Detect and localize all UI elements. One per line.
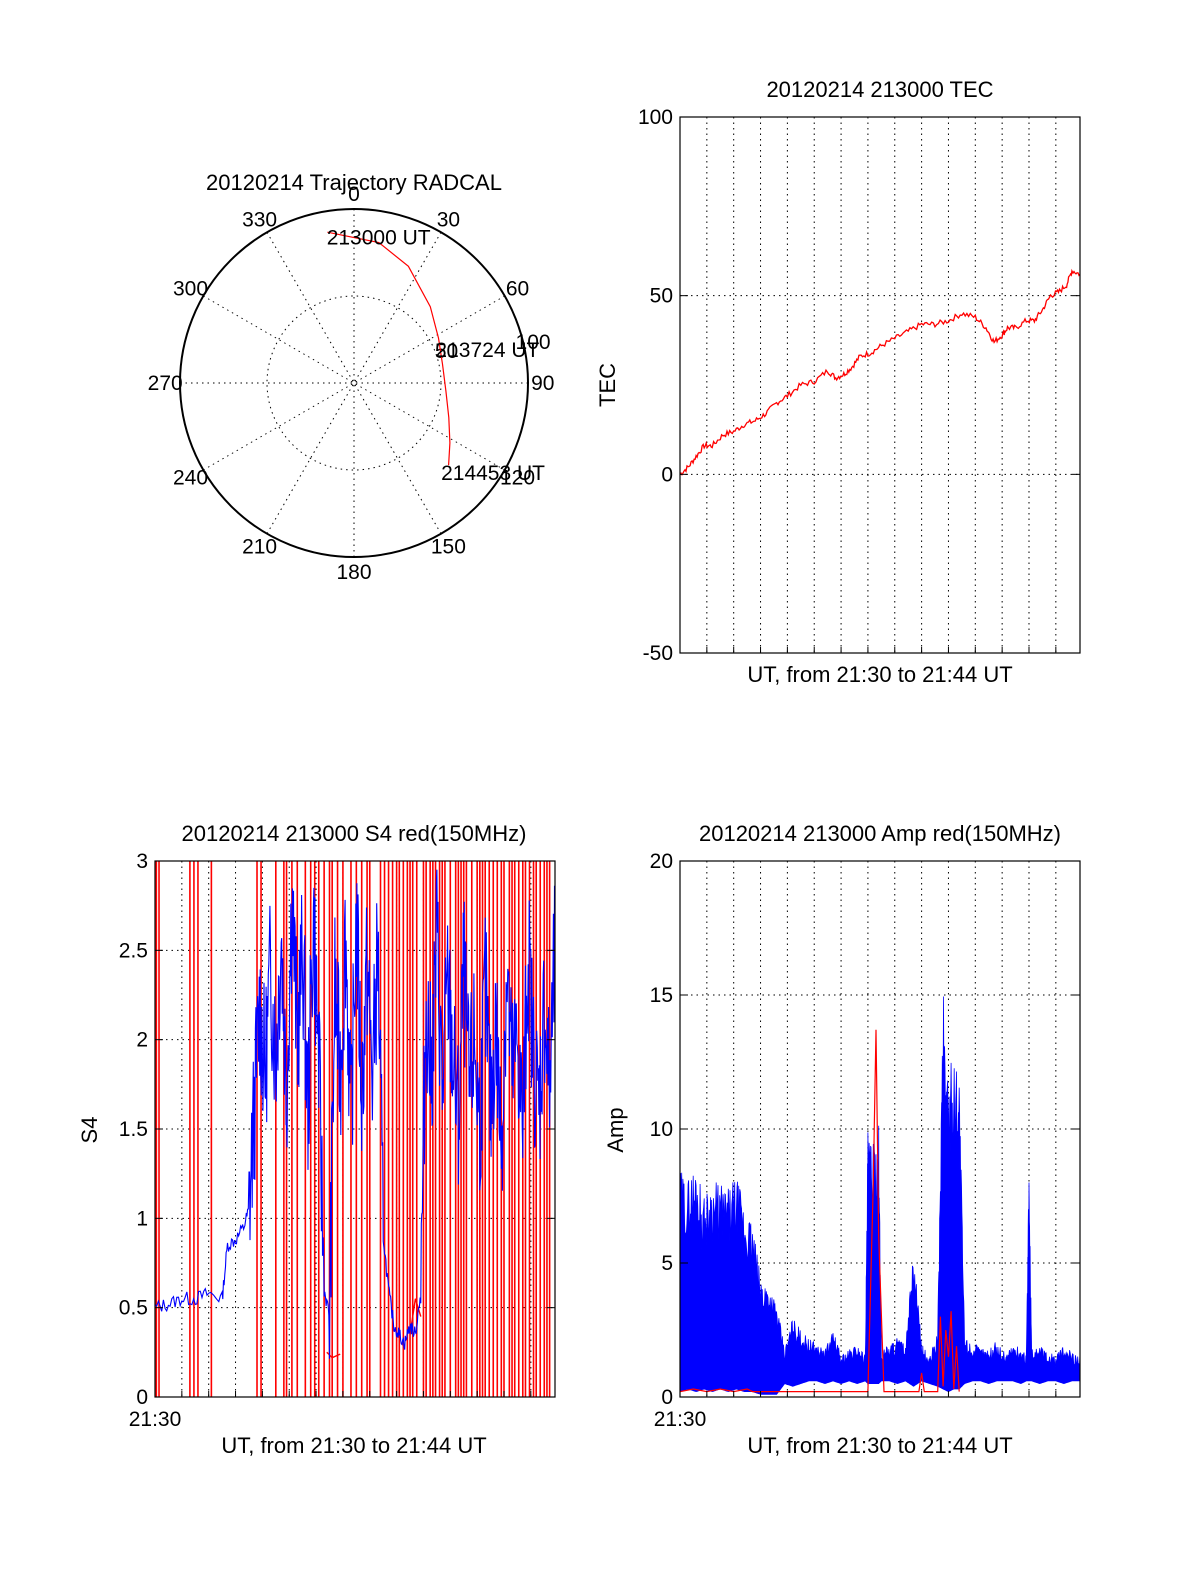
y-tick-label: 0	[661, 1386, 673, 1409]
amp-x-tick-start: 21:30	[654, 1408, 707, 1431]
y-tick-label: 1.5	[119, 1118, 148, 1141]
tec-grid	[680, 117, 1080, 653]
y-tick-label: 3	[136, 850, 148, 873]
y-tick-label: 0	[136, 1386, 148, 1409]
polar-angle-label: 300	[173, 278, 208, 301]
polar-angle-label: 90	[531, 372, 554, 395]
amp-y-label: Amp	[603, 1107, 628, 1152]
trajectory-title: 20120214 Trajectory RADCAL	[206, 170, 502, 195]
polar-angle-label: 180	[336, 561, 371, 584]
polar-angle-labels: 0 30 60 90 120 150 180 210 240 270 300 330	[148, 183, 555, 584]
s4-title: 20120214 213000 S4 red(150MHz)	[182, 821, 527, 846]
y-tick-label: 5	[661, 1252, 673, 1275]
tec-y-label: TEC	[595, 363, 620, 407]
y-tick-label: 50	[650, 285, 673, 308]
polar-spoke	[203, 295, 505, 471]
tec-title: 20120214 213000 TEC	[766, 77, 993, 102]
tec-y-ticks: -50 0 50 100	[638, 106, 1080, 665]
tec-series-line	[679, 268, 1081, 476]
polar-angle-label: 150	[431, 535, 466, 558]
trajectory-panel: 20120214 Trajectory RADCAL 0 30 60 90 120 150…	[148, 170, 555, 584]
y-tick-label: 20	[650, 850, 673, 873]
y-tick-label: 10	[650, 1118, 673, 1141]
trajectory-time-label: 213000 UT	[327, 226, 431, 249]
polar-angle-label: 0	[348, 183, 360, 206]
s4-y-ticks: 0 0.5 1 1.5 2 2.5 3	[119, 850, 555, 1409]
y-tick-label: -50	[643, 642, 673, 665]
polar-angle-label: 210	[242, 535, 277, 558]
s4-grid	[155, 861, 555, 1397]
amp-panel: 20120214 213000 Amp red(150MHz) 0 5 10 15 20…	[603, 821, 1081, 1458]
amp-blue-series-area	[679, 996, 1081, 1395]
y-tick-label: 100	[638, 106, 673, 129]
tec-panel: 20120214 213000 TEC -50 0 50 100 TEC UT, fr…	[595, 77, 1081, 687]
polar-angle-label: 30	[437, 209, 460, 232]
s4-blue-series-line	[154, 869, 556, 1359]
s4-red-segment	[326, 1351, 341, 1359]
amp-red-series-line	[679, 1029, 960, 1393]
polar-spoke	[203, 295, 505, 471]
s4-plot-frame	[154, 860, 556, 1398]
s4-red-segment	[409, 1298, 422, 1335]
y-tick-label: 0.5	[119, 1297, 148, 1320]
trajectory-time-label: 214453 UT	[441, 462, 545, 485]
tec-plot-frame	[679, 116, 1081, 654]
s4-x-label: UT, from 21:30 to 21:44 UT	[221, 1433, 486, 1458]
trajectory-annotations: 213000 UT 213724 UT 214453 UT	[327, 226, 545, 484]
y-tick-label: 2	[136, 1029, 148, 1052]
trajectory-time-label: 213724 UT	[435, 339, 539, 362]
polar-ring-labels: 50 100	[435, 331, 551, 363]
s4-y-label: S4	[77, 1117, 102, 1144]
s4-x-tick-start: 21:30	[129, 1408, 182, 1431]
y-tick-label: 15	[650, 984, 673, 1007]
polar-angle-label: 330	[242, 209, 277, 232]
polar-ring-50	[266, 295, 442, 471]
amp-y-ticks: 0 5 10 15 20	[650, 850, 1080, 1409]
y-tick-label: 0	[661, 463, 673, 486]
polar-ring-label: 100	[516, 331, 551, 354]
trajectory-track	[327, 231, 451, 466]
y-tick-label: 2.5	[119, 939, 148, 962]
polar-grid	[180, 209, 528, 557]
amp-x-label: UT, from 21:30 to 21:44 UT	[747, 1433, 1012, 1458]
polar-angle-label: 240	[173, 466, 208, 489]
y-tick-label: 1	[136, 1207, 148, 1230]
polar-outer-ring	[179, 208, 529, 558]
polar-angle-label: 120	[500, 466, 535, 489]
amp-title: 20120214 213000 Amp red(150MHz)	[699, 821, 1061, 846]
tec-x-label: UT, from 21:30 to 21:44 UT	[747, 662, 1012, 687]
polar-angle-label: 270	[148, 372, 183, 395]
polar-angle-label: 60	[506, 278, 529, 301]
s4-panel: 20120214 213000 S4 red(150MHz) 0 0.5 1 1.5 2…	[77, 821, 556, 1458]
polar-ring-label: 50	[435, 340, 458, 363]
